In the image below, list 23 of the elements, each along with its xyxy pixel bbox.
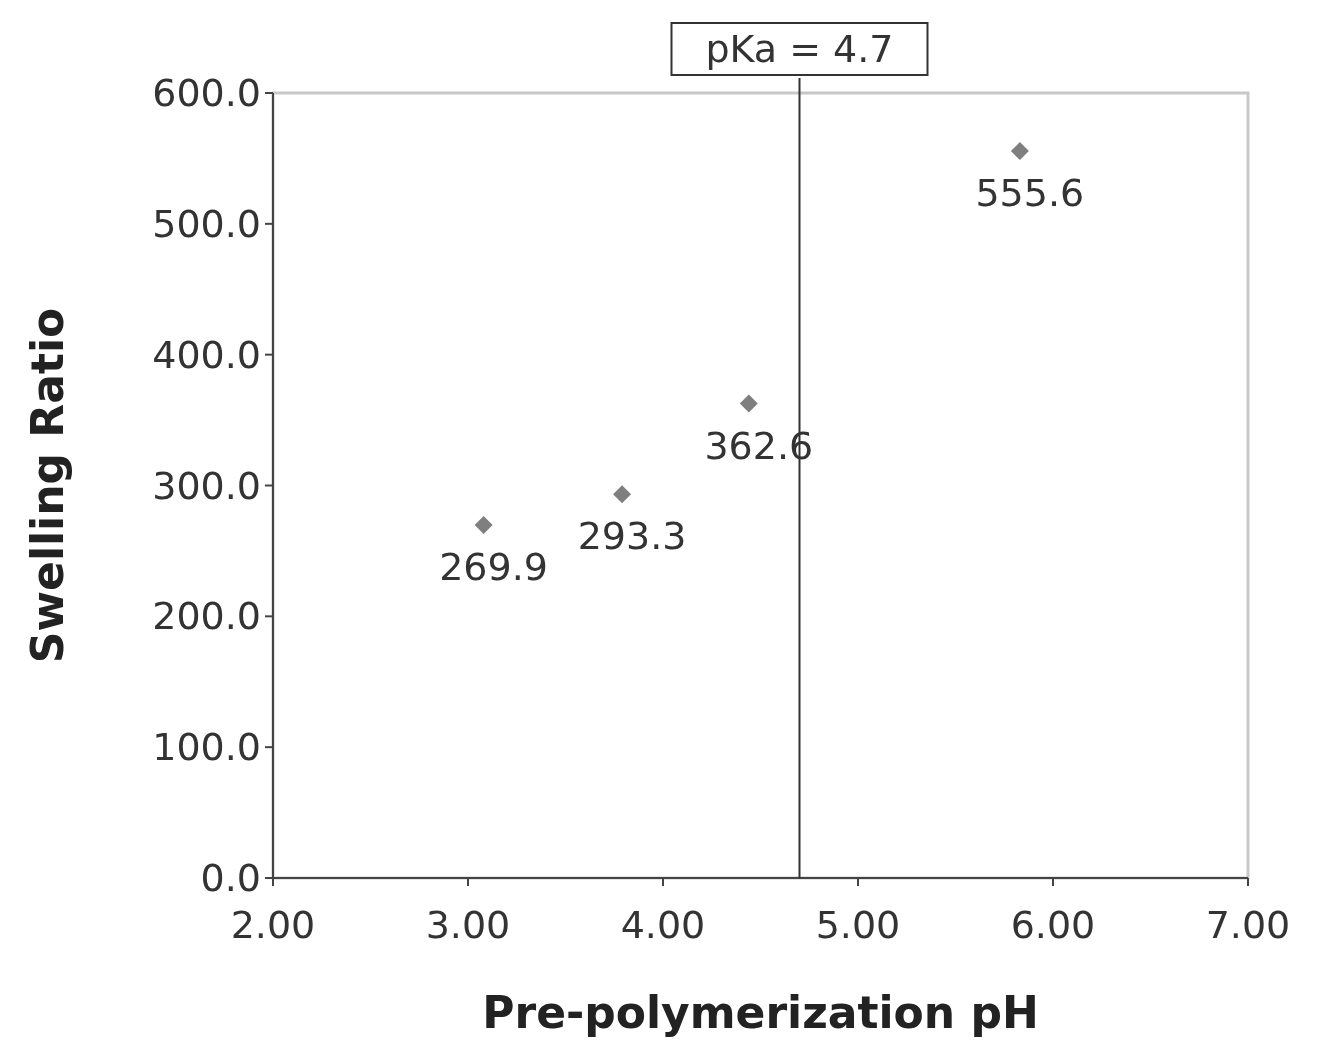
x-tick-label: 6.00 [1010,903,1096,947]
y-tick-label: 300.0 [152,463,261,508]
point [739,394,758,413]
x-axis-title: Pre-polymerization pH [482,987,1039,1038]
data-label: 293.3 [577,514,687,559]
x-tick-label: 3.00 [425,903,511,947]
point [1010,142,1029,161]
ref-line-label: pKa = 4.7 [705,27,894,71]
x-tick-label: 5.00 [815,903,901,947]
y-tick-label: 500.0 [152,201,261,246]
x-tick-label: 4.00 [620,903,706,947]
y-axis-title: Swelling Ratio [22,307,73,664]
point [474,515,493,534]
x-tick-label: 7.00 [1205,903,1291,947]
point [613,485,632,504]
y-tick-label: 0.0 [200,856,261,900]
y-tick-label: 400.0 [152,332,261,377]
y-tick-label: 200.0 [152,594,261,639]
y-tick-label: 600.0 [152,71,261,115]
x-tick-label: 2.00 [230,903,316,947]
data-label: 269.9 [439,544,548,589]
y-tick-label: 100.0 [152,725,261,770]
data-label: 555.6 [975,171,1085,216]
